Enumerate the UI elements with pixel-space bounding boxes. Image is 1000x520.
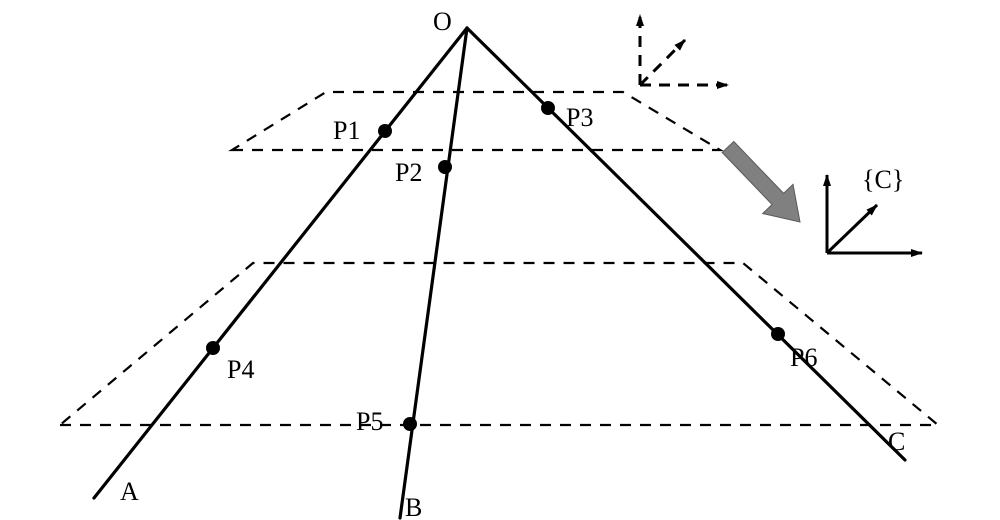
point-P3 bbox=[541, 101, 555, 115]
diagram-canvas: {C} P1 P2 P3 P4 P5 P6 O A B C bbox=[0, 0, 1000, 520]
axes-lower-label: {C} bbox=[862, 165, 904, 194]
label-O: O bbox=[433, 7, 452, 36]
label-P1: P1 bbox=[333, 116, 360, 145]
point-P1 bbox=[378, 124, 392, 138]
label-P4: P4 bbox=[227, 355, 254, 384]
point-P6 bbox=[771, 327, 785, 341]
point-P4 bbox=[206, 341, 220, 355]
label-B: B bbox=[405, 493, 422, 520]
label-P6: P6 bbox=[790, 343, 817, 372]
point-P5 bbox=[403, 417, 417, 431]
label-A: A bbox=[120, 477, 139, 506]
label-C: C bbox=[888, 427, 905, 456]
label-P2: P2 bbox=[395, 158, 422, 187]
label-P5: P5 bbox=[356, 407, 383, 436]
label-P3: P3 bbox=[566, 103, 593, 132]
point-P2 bbox=[438, 160, 452, 174]
background bbox=[0, 0, 1000, 520]
